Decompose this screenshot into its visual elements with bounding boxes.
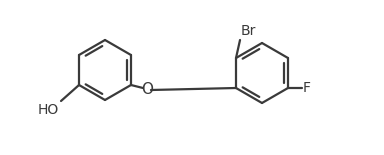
Text: Br: Br [241, 24, 257, 38]
Text: F: F [303, 81, 311, 95]
Text: HO: HO [38, 103, 59, 117]
Text: O: O [141, 82, 153, 97]
